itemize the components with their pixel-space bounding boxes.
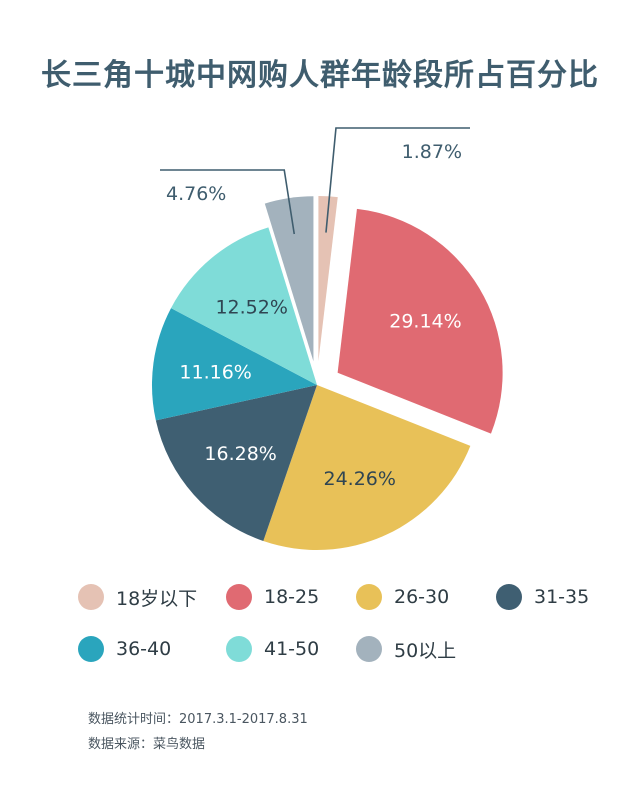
leader-line-0 [325, 127, 470, 233]
legend-item-over-50: 50以上 [356, 634, 496, 664]
legend-label: 50以上 [394, 639, 457, 662]
legend-swatch [226, 636, 252, 662]
legend-item-31-35: 31-35 [496, 582, 616, 612]
pie-slice-3 [155, 385, 317, 542]
legend: 18岁以下 18-25 26-30 31-35 36-40 41-50 50以上 [78, 582, 618, 664]
legend-label: 18-25 [264, 586, 320, 608]
legend-item-26-30: 26-30 [356, 582, 496, 612]
legend-swatch [356, 584, 382, 610]
pie-slice-1 [337, 208, 503, 434]
legend-label: 36-40 [116, 638, 172, 660]
pie-slice-5 [171, 227, 317, 385]
data-label-5: 12.52% [215, 296, 287, 318]
footnote-period: 数据统计时间：2017.3.1-2017.8.31 [88, 712, 308, 727]
data-label-3: 16.28% [204, 443, 276, 465]
pie-slice-4 [152, 308, 317, 421]
chart-title: 长三角十城中网购人群年龄段所占百分比 [41, 58, 599, 93]
data-label-1: 29.14% [389, 310, 461, 332]
legend-label: 18岁以下 [116, 587, 198, 610]
data-label-4: 11.16% [179, 361, 251, 383]
footnote-source: 数据来源：菜鸟数据 [88, 737, 206, 752]
data-label-2: 24.26% [323, 468, 395, 490]
pie-slice-2 [263, 385, 471, 551]
leader-line-6 [160, 169, 296, 235]
legend-swatch [496, 584, 522, 610]
pie-chart: 29.14% 24.26% 16.28% 11.16% 12.52% 1.87% 4.76% [152, 127, 503, 551]
legend-swatch [226, 584, 252, 610]
data-label-6: 4.76% [166, 183, 226, 205]
legend-label: 31-35 [534, 586, 590, 608]
legend-label: 41-50 [264, 638, 320, 660]
legend-swatch [78, 584, 104, 610]
legend-item-41-50: 41-50 [226, 634, 356, 664]
pie-slice-0 [318, 196, 338, 362]
legend-swatch [356, 636, 382, 662]
data-label-0: 1.87% [402, 141, 462, 163]
legend-label: 26-30 [394, 586, 450, 608]
legend-item-under-18: 18岁以下 [78, 582, 226, 612]
legend-swatch [78, 636, 104, 662]
legend-item-18-25: 18-25 [226, 582, 356, 612]
legend-item-36-40: 36-40 [78, 634, 226, 664]
pie-slice-6 [264, 196, 314, 362]
